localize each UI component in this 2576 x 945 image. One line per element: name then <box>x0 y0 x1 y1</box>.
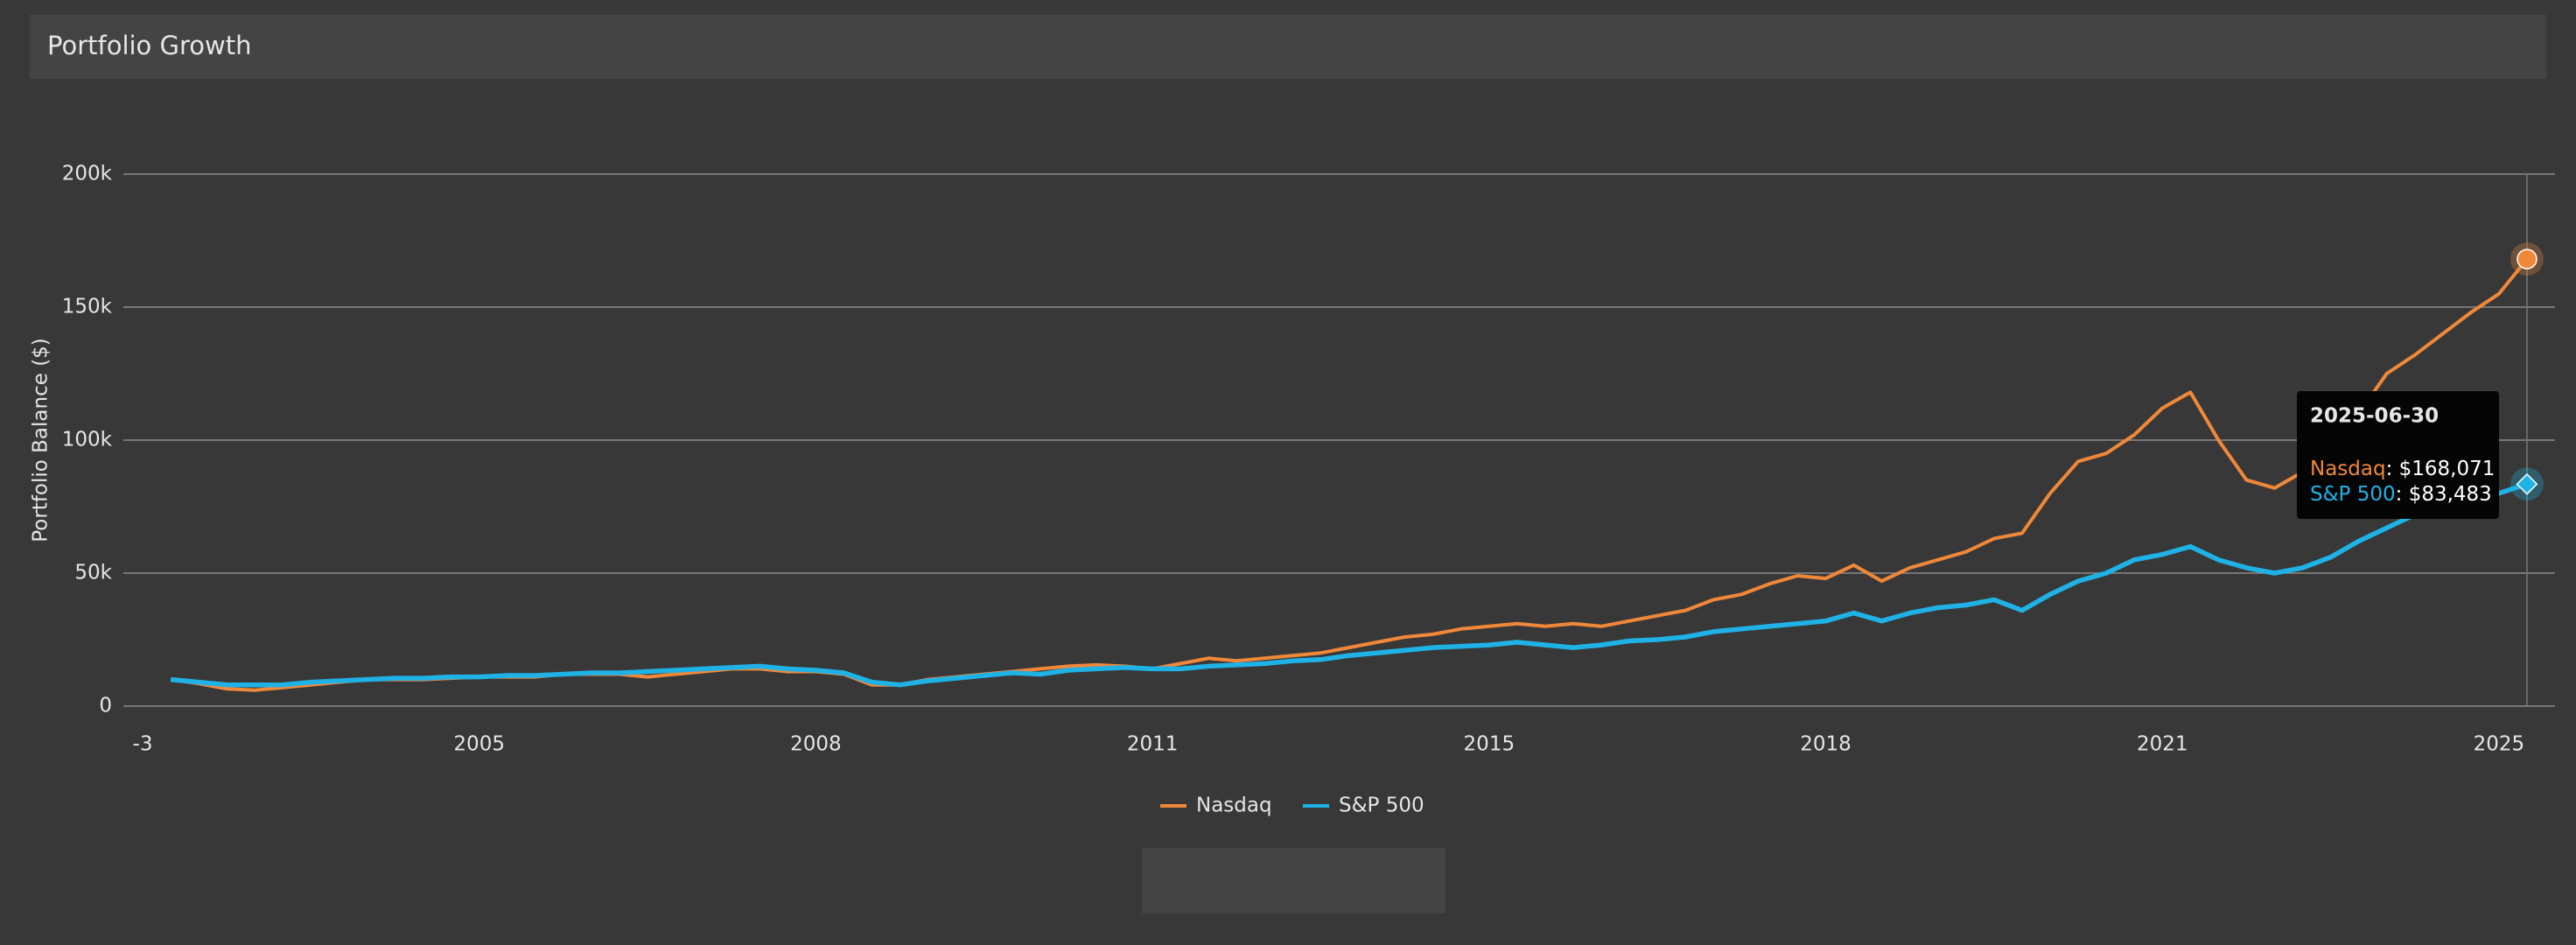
tooltip-box <box>2297 391 2499 519</box>
last-point <box>2516 472 2538 495</box>
last-point <box>2516 248 2538 270</box>
tooltip-series-name: Nasdaq <box>2310 458 2386 480</box>
tooltip-sep: : <box>2396 483 2409 506</box>
y-tick-label: 200k <box>62 163 113 186</box>
legend-label: Nasdaq <box>1196 794 1272 817</box>
series-line <box>170 257 2529 692</box>
y-tick-label: 50k <box>74 562 112 584</box>
tooltip-value: $168,071 <box>2399 458 2496 480</box>
markers <box>2510 242 2544 501</box>
header-bar <box>30 15 2546 79</box>
x-tick-label: 2005 <box>453 733 505 756</box>
x-tick-label: 2015 <box>1464 733 1516 756</box>
x-tick-label: 2025 <box>2474 733 2525 756</box>
y-tick-label: 0 <box>99 695 112 718</box>
y-axis-title: Portfolio Balance ($) <box>30 338 52 542</box>
grid: 0 50k 100k 150k 200k -3 2005 2008 2011 2015 2018 20… <box>62 163 2555 756</box>
tooltip-series-name: S&P 500 <box>2310 483 2396 506</box>
x-tick-label: 2008 <box>790 733 842 756</box>
series-line <box>170 481 2528 688</box>
x-tick-label: 2021 <box>2137 733 2188 756</box>
tooltip-value: $83,483 <box>2409 483 2492 506</box>
tooltip-row: Nasdaq: $168,071 <box>2310 458 2495 480</box>
empty-panel <box>1142 848 1446 914</box>
tooltip-row: S&P 500: $83,483 <box>2310 483 2492 506</box>
x-tick-label: 2011 <box>1127 733 1179 756</box>
x-tick-label: -3 <box>133 733 153 756</box>
lines <box>170 257 2529 692</box>
tooltip-title: 2025-06-30 <box>2310 405 2439 428</box>
legend-label: S&P 500 <box>1339 794 1424 817</box>
tooltip-sep: : <box>2386 458 2399 480</box>
y-tick-label: 100k <box>62 429 113 452</box>
x-tick-label: 2018 <box>1800 733 1852 756</box>
chart-title: Portfolio Growth <box>47 31 252 60</box>
tooltip: 2025-06-30 Nasdaq: $168,071 S&P 500: $83… <box>2297 391 2499 519</box>
y-tick-label: 150k <box>62 296 113 318</box>
